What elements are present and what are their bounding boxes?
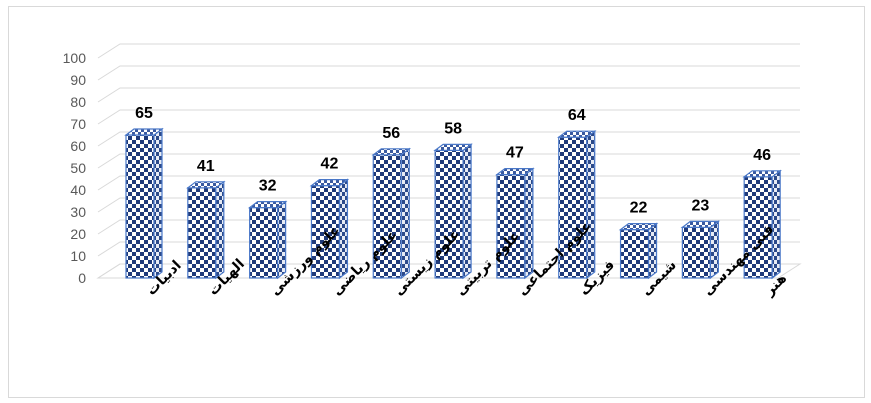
- data-label: 58: [444, 120, 462, 137]
- y-tick-label: 30: [70, 204, 86, 220]
- gridline: [97, 43, 800, 59]
- bar: [371, 147, 412, 280]
- data-label: 47: [506, 145, 524, 162]
- data-label: 23: [691, 197, 709, 214]
- y-tick-label: 90: [70, 72, 86, 88]
- y-tick-label: 0: [78, 270, 86, 286]
- data-label: 65: [135, 105, 153, 122]
- y-axis: 0 10 20 30 40 50 60 70 80 90 100: [63, 50, 87, 286]
- data-label: 41: [197, 158, 215, 175]
- y-tick-label: 20: [70, 226, 86, 242]
- data-label: 32: [259, 178, 277, 195]
- gridline: [97, 65, 800, 81]
- data-label: 42: [321, 156, 339, 173]
- bar: [247, 200, 288, 280]
- y-tick-label: 100: [63, 50, 87, 66]
- bar: [495, 167, 535, 280]
- data-label: 46: [753, 147, 771, 164]
- y-tick-label: 80: [70, 94, 86, 110]
- data-label: 22: [630, 200, 648, 217]
- data-label: 56: [382, 125, 400, 142]
- bar: [618, 222, 659, 280]
- bar: [124, 127, 164, 280]
- y-tick-label: 50: [70, 160, 86, 176]
- data-label: 64: [568, 107, 586, 124]
- y-tick-label: 40: [70, 182, 86, 198]
- bar: [742, 169, 782, 280]
- y-tick-label: 10: [70, 248, 86, 264]
- bar: [556, 129, 597, 280]
- bar: [680, 220, 721, 280]
- bar: [309, 178, 350, 280]
- data-labels: 65 41 32 42 56 58 47 64 22 23 46: [135, 105, 771, 217]
- bars: [124, 127, 782, 280]
- bar: [433, 143, 473, 280]
- y-tick-label: 60: [70, 138, 86, 154]
- bar: [186, 180, 226, 280]
- gridline: [97, 87, 800, 103]
- floor: [96, 263, 802, 279]
- y-tick-label: 70: [70, 116, 86, 132]
- gridline: [97, 109, 800, 125]
